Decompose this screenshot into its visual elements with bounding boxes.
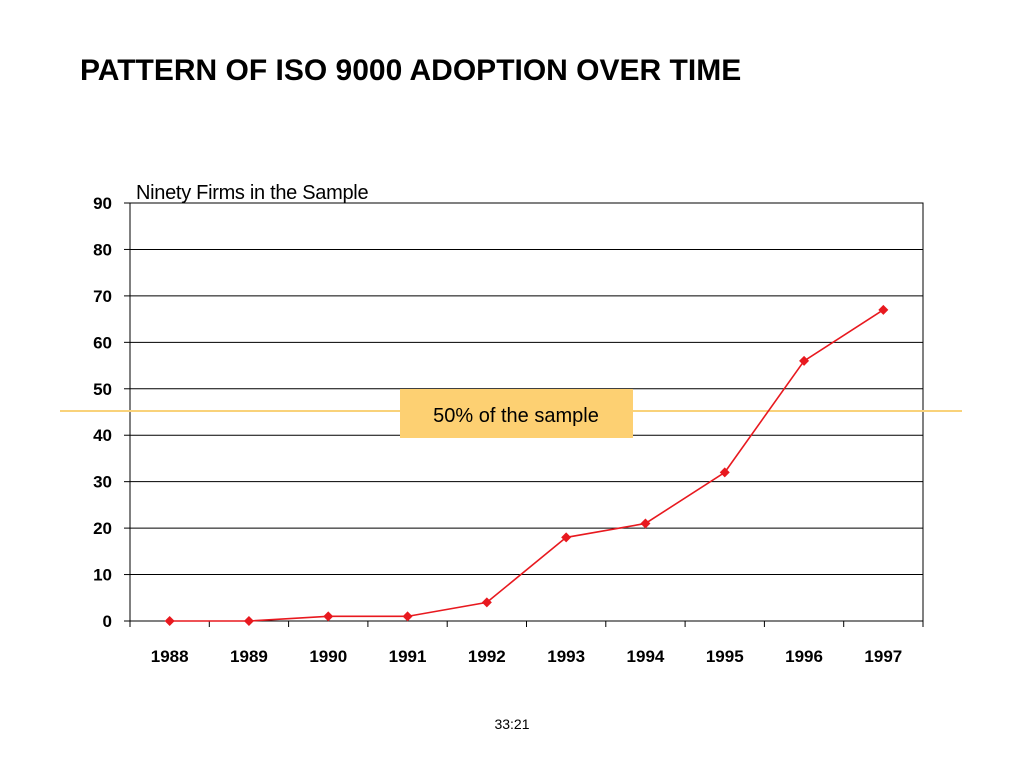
y-tick-label: 30 xyxy=(93,473,112,492)
x-tick-label: 1990 xyxy=(309,647,347,666)
y-tick-label: 60 xyxy=(93,333,112,352)
y-tick-label: 20 xyxy=(93,519,112,538)
threshold-label-box xyxy=(400,389,633,438)
threshold-label: 50% of the sample xyxy=(433,405,599,427)
y-tick-label: 0 xyxy=(103,612,112,631)
data-point-marker xyxy=(323,611,334,622)
data-point-marker xyxy=(561,532,572,543)
y-tick-label: 80 xyxy=(93,240,112,259)
x-tick-label: 1991 xyxy=(389,647,427,666)
data-point-marker xyxy=(402,611,413,622)
series-line xyxy=(169,309,884,622)
data-point-marker xyxy=(640,518,651,529)
y-tick-label: 90 xyxy=(93,194,112,213)
data-point-marker xyxy=(878,304,889,315)
x-tick-label: 1989 xyxy=(230,647,268,666)
x-tick-label: 1988 xyxy=(151,647,189,666)
y-tick-label: 10 xyxy=(93,566,112,585)
data-point-marker xyxy=(243,616,254,626)
x-tick-label: 1994 xyxy=(627,647,665,666)
data-point-marker xyxy=(799,355,810,366)
x-tick-label: 1997 xyxy=(864,647,902,666)
x-tick-label: 1995 xyxy=(706,647,744,666)
x-tick-label: 1992 xyxy=(468,647,506,666)
chart-title: Ninety Firms in the Sample xyxy=(136,182,368,204)
x-tick-label: 1996 xyxy=(785,647,823,666)
data-point-marker xyxy=(481,597,492,608)
y-tick-label: 70 xyxy=(93,287,112,306)
slide-title: PATTERN OF ISO 9000 ADOPTION OVER TIME xyxy=(80,54,742,87)
x-tick-label: 1993 xyxy=(547,647,585,666)
data-point-marker xyxy=(164,616,175,626)
y-tick-label: 50 xyxy=(93,380,112,399)
data-point-marker xyxy=(719,467,730,478)
y-tick-label: 40 xyxy=(93,426,112,445)
slide-footer-time: 33:21 xyxy=(494,716,530,732)
